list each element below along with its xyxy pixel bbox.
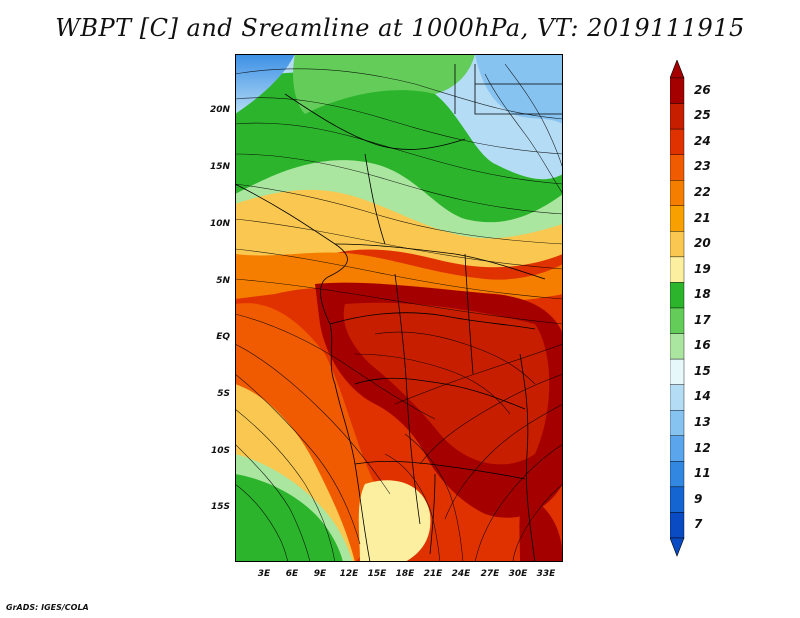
- colorbar-label: 14: [694, 389, 711, 404]
- colorbar-label: 7: [694, 517, 703, 532]
- lat-label-5s: 5S: [217, 389, 230, 399]
- lon-label-33e: 33E: [536, 569, 556, 579]
- wbpt-field-red-core: [343, 302, 550, 465]
- colorbar-label: 18: [694, 287, 711, 302]
- lat-label-15s: 15S: [210, 502, 230, 512]
- lon-label-30e: 30E: [508, 569, 528, 579]
- lat-label-20n: 20N: [209, 105, 230, 115]
- lat-label-eq: EQ: [216, 332, 230, 342]
- colorbar-segment: [670, 205, 685, 232]
- colorbar-segment: [670, 384, 685, 411]
- colorbar-bottom-arrow: [670, 537, 685, 557]
- chart-title: WBPT [C] and Sreamline at 1000hPa, VT: 2…: [55, 14, 745, 42]
- colorbar-label: 11: [694, 466, 711, 481]
- colorbar-label: 21: [694, 210, 711, 225]
- colorbar-label: 24: [694, 133, 711, 148]
- colorbar-segment: [670, 103, 685, 130]
- lon-label-15e: 15E: [367, 569, 387, 579]
- colorbar-segment: [670, 128, 685, 155]
- colorbar-segment: [670, 282, 685, 309]
- colorbar-segment: [670, 410, 685, 436]
- colorbar-segment: [670, 231, 685, 258]
- colorbar-label: 22: [694, 185, 711, 199]
- colorbar-top-arrow: [670, 60, 685, 79]
- colorbar-label: 13: [694, 415, 711, 429]
- colorbar-segment: [670, 486, 685, 513]
- lat-label-5n: 5N: [216, 276, 230, 286]
- colorbar-label: 20: [694, 236, 711, 251]
- map-plot: [235, 54, 563, 562]
- colorbar-segment: [670, 77, 685, 104]
- colorbar-segment: [670, 154, 685, 181]
- colorbar-segment: [670, 358, 685, 385]
- colorbar-segment: [670, 307, 685, 334]
- wbpt-field-south-yellow: [358, 480, 431, 562]
- colorbar-label: 15: [694, 363, 711, 378]
- wbpt-field-se-dark-red: [519, 494, 563, 562]
- colorbar-label: 9: [694, 491, 703, 506]
- colorbar-label: 17: [694, 312, 711, 327]
- lon-label-9e: 9E: [313, 569, 327, 579]
- lon-label-12e: 12E: [339, 569, 359, 579]
- wbpt-field-light-blue: [235, 54, 563, 180]
- lat-label-10n: 10N: [209, 219, 230, 229]
- colorbar-segment: [670, 435, 685, 462]
- country-borders: [235, 64, 563, 562]
- lon-label-27e: 27E: [480, 569, 500, 579]
- wbpt-field-green-top: [293, 54, 475, 114]
- wbpt-field-yellow-band: [235, 189, 563, 268]
- wbpt-field-sw-green: [235, 474, 343, 562]
- lon-label-24e: 24E: [451, 569, 471, 579]
- lon-label-21e: 21E: [423, 569, 443, 579]
- colorbar-label: 26: [694, 82, 711, 97]
- wbpt-field-blue-ne: [475, 54, 563, 124]
- lat-label-15n: 15N: [209, 162, 230, 172]
- lon-label-3e: 3E: [257, 569, 271, 579]
- colorbar-label: 12: [694, 440, 711, 455]
- colorbar-label: 23: [694, 159, 711, 174]
- colorbar-label: 19: [694, 261, 711, 276]
- colorbar: [670, 60, 685, 557]
- colorbar-segment: [670, 180, 685, 206]
- lat-label-10s: 10S: [210, 446, 230, 456]
- colorbar-label: 25: [694, 108, 711, 123]
- lon-label-18e: 18E: [395, 569, 415, 579]
- lon-label-6e: 6E: [285, 569, 299, 579]
- colorbar-segment: [670, 461, 685, 488]
- colorbar-segment: [670, 333, 685, 360]
- colorbar-segment: [670, 512, 685, 539]
- colorbar-label: 16: [694, 338, 711, 353]
- grads-credit: GrADS: IGES/COLA: [6, 603, 89, 612]
- colorbar-segment: [670, 256, 685, 283]
- streamlines: [235, 63, 563, 562]
